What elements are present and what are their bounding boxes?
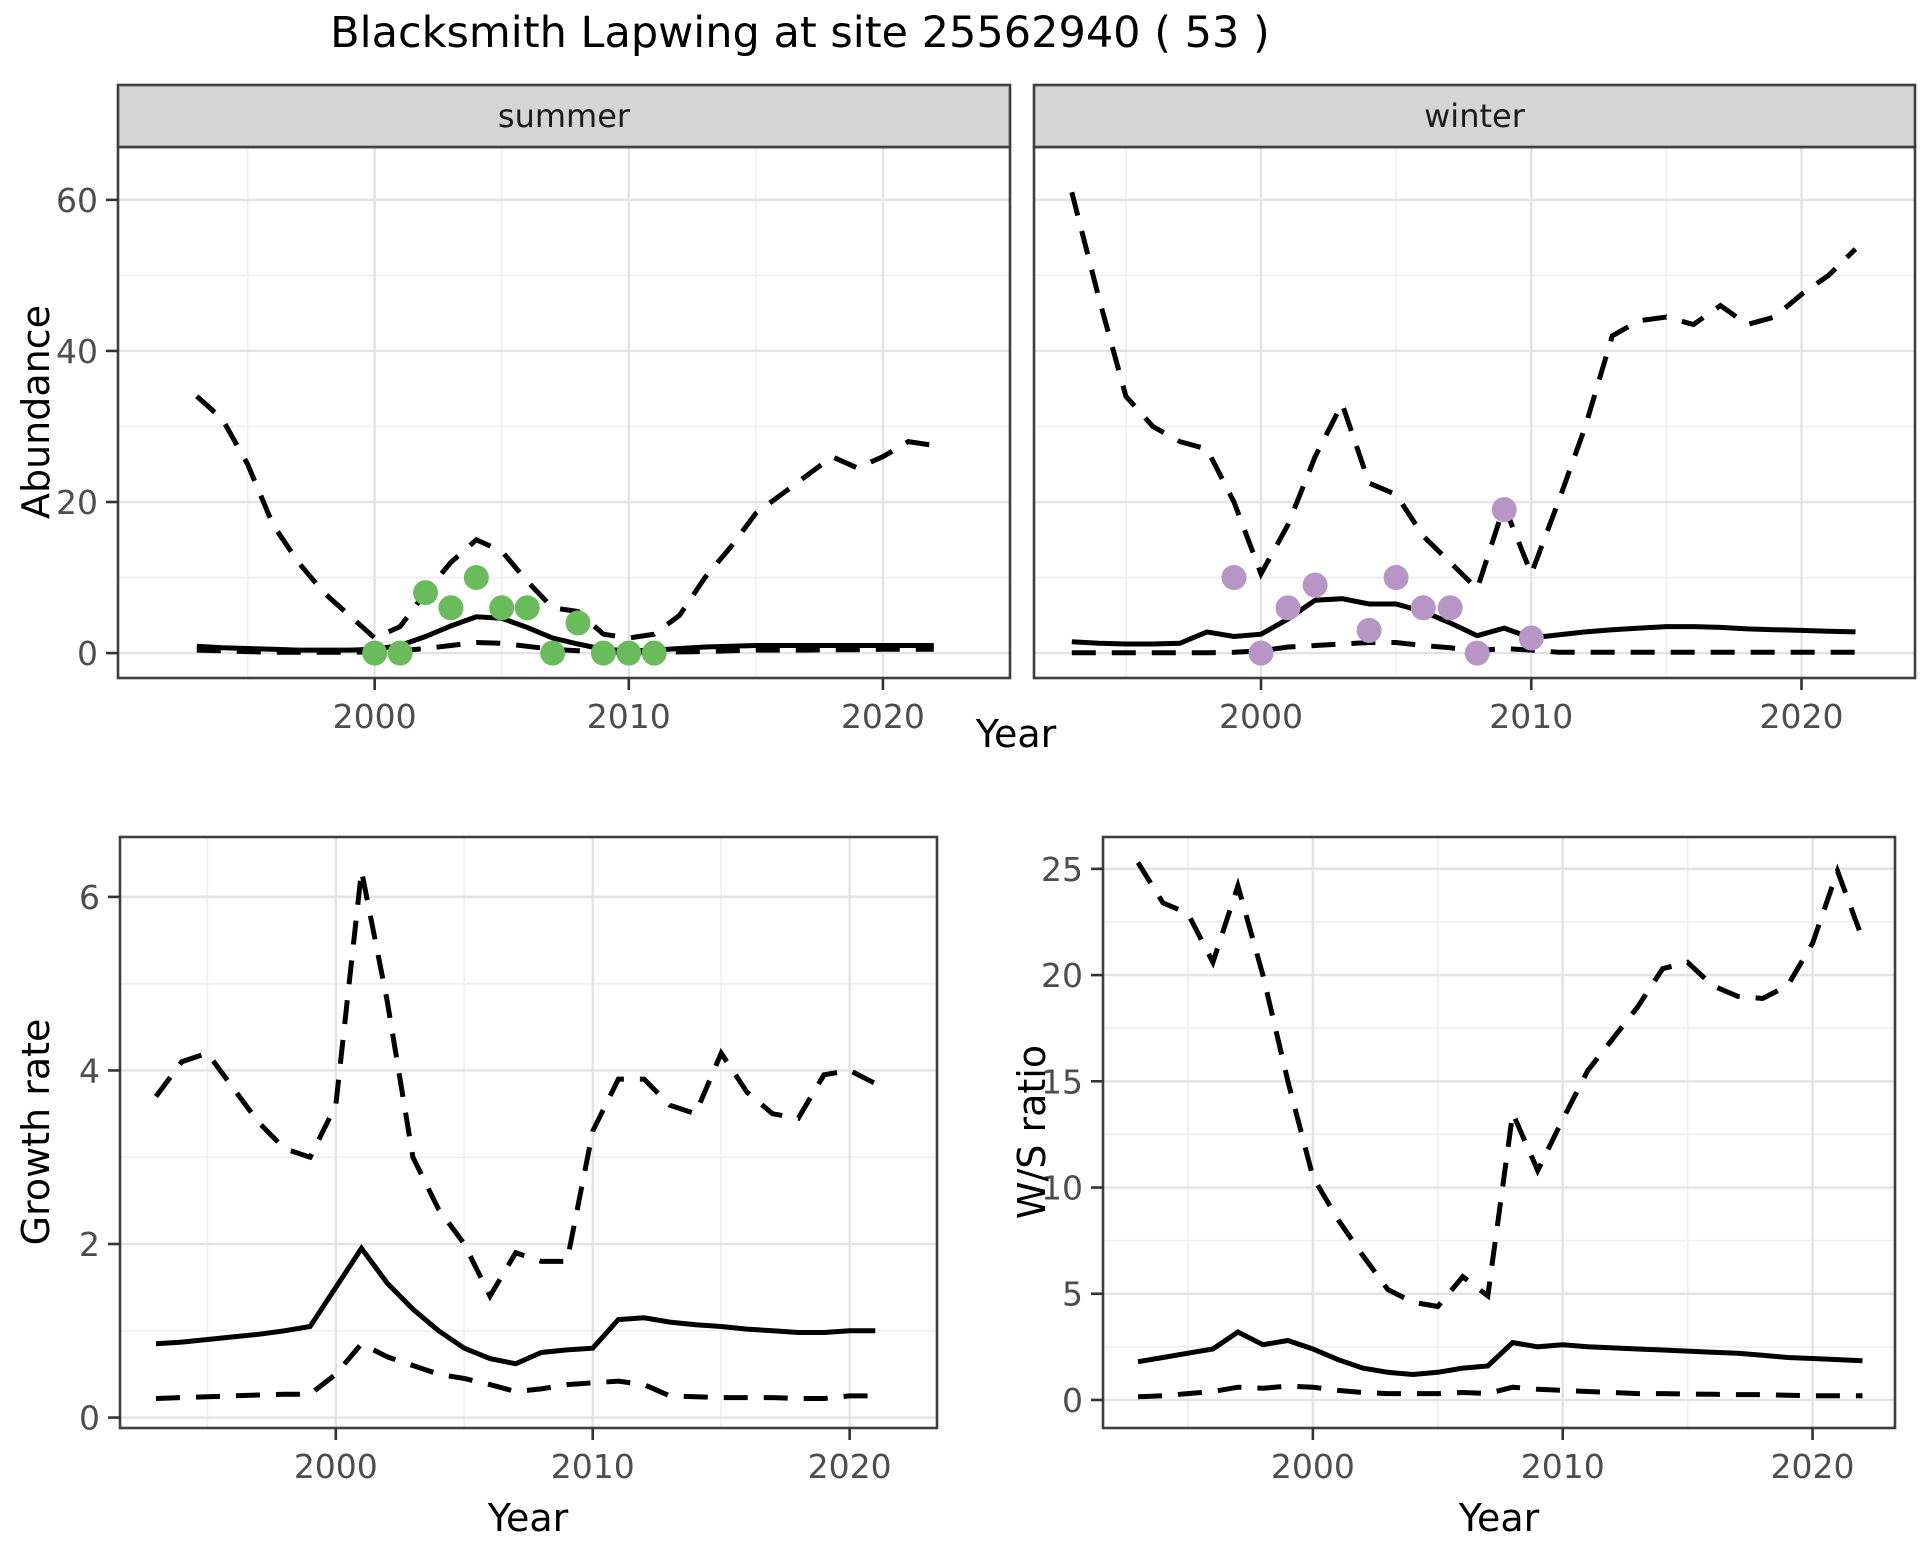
x-axis-title-year-bottom-left: Year bbox=[487, 1496, 569, 1540]
y-tick-label: 20 bbox=[1041, 956, 1083, 995]
x-tick-label: 2020 bbox=[1760, 697, 1844, 736]
x-axis-title-year-bottom-right: Year bbox=[1458, 1496, 1540, 1540]
x-tick-label: 2020 bbox=[1771, 1447, 1855, 1486]
abundance-winter-lower-ci-line bbox=[1071, 640, 1856, 656]
abundance-winter-upper-ci-line bbox=[1069, 191, 1858, 594]
growth-rate-panel bbox=[120, 837, 937, 1428]
abundance-summer-observed-count bbox=[489, 595, 515, 621]
growth-rate-estimate-line bbox=[155, 1244, 876, 1367]
y-tick-label: 60 bbox=[56, 181, 98, 220]
x-tick-label: 2000 bbox=[1219, 697, 1303, 736]
abundance-summer-observed-count bbox=[641, 640, 667, 666]
abundance-winter-observed-count bbox=[1383, 565, 1409, 590]
abundance-summer-observed-count bbox=[514, 595, 540, 621]
abundance-winter-observed-count bbox=[1518, 625, 1544, 651]
x-axis-title-year-top: Year bbox=[975, 712, 1057, 756]
abundance-winter-observed-count bbox=[1356, 617, 1382, 643]
abundance-summer-observed-count bbox=[438, 595, 464, 621]
abundance-winter-observed-count bbox=[1437, 595, 1463, 621]
y-tick-label: 2 bbox=[79, 1225, 100, 1264]
y-tick-label: 15 bbox=[1041, 1062, 1083, 1101]
abundance-winter-estimate-line bbox=[1071, 596, 1856, 647]
x-tick-label: 2000 bbox=[294, 1447, 378, 1486]
y-axis-title-ws-ratio: W/S ratio bbox=[1010, 1044, 1054, 1220]
abundance-summer-observed-count bbox=[413, 580, 438, 606]
x-tick-label: 2020 bbox=[808, 1447, 892, 1486]
facet-strip-summer bbox=[116, 83, 1012, 149]
y-tick-label: 0 bbox=[1062, 1381, 1083, 1420]
growth-rate-upper-ci-line bbox=[153, 870, 877, 1302]
x-tick-label: 2010 bbox=[1521, 1447, 1605, 1486]
x-tick-label: 2000 bbox=[1271, 1447, 1355, 1486]
y-tick-label: 5 bbox=[1062, 1275, 1083, 1314]
abundance-summer-observed-count bbox=[540, 640, 566, 666]
abundance-summer-panel bbox=[118, 147, 1010, 678]
growth-rate-panel-border bbox=[118, 835, 939, 1430]
ws-ratio-panel bbox=[1103, 837, 1895, 1428]
ws-ratio-estimate-line bbox=[1137, 1329, 1863, 1378]
y-tick-label: 20 bbox=[56, 483, 98, 522]
x-tick-label: 2000 bbox=[333, 697, 417, 736]
y-tick-label: 40 bbox=[56, 332, 98, 371]
y-axis-title-growth-rate: Growth rate bbox=[14, 1018, 58, 1246]
abundance-winter-observed-count bbox=[1248, 640, 1274, 666]
y-tick-label: 0 bbox=[77, 634, 98, 673]
x-tick-label: 2010 bbox=[1489, 697, 1573, 736]
abundance-summer-observed-count bbox=[362, 640, 388, 666]
abundance-winter-observed-count bbox=[1410, 595, 1436, 621]
y-tick-label: 0 bbox=[79, 1399, 100, 1438]
x-tick-label: 2010 bbox=[551, 1447, 635, 1486]
y-tick-label: 10 bbox=[1041, 1169, 1083, 1208]
abundance-winter-observed-count bbox=[1491, 497, 1517, 523]
abundance-summer-observed-count bbox=[616, 640, 642, 666]
y-tick-label: 6 bbox=[79, 878, 100, 917]
abundance-summer-upper-ci-line bbox=[195, 394, 935, 641]
facet-strip-label: winter bbox=[1424, 97, 1526, 135]
abundance-winter-panel bbox=[1034, 147, 1915, 678]
abundance-summer-observed-count bbox=[590, 640, 616, 666]
x-tick-label: 2020 bbox=[841, 697, 925, 736]
abundance-winter-observed-count bbox=[1302, 572, 1328, 598]
chart-title: Blacksmith Lapwing at site 25562940 ( 53… bbox=[330, 8, 1270, 58]
abundance-summer-observed-count bbox=[565, 610, 591, 636]
abundance-winter-observed-count bbox=[1464, 640, 1490, 666]
y-axis-title-abundance: Abundance bbox=[14, 304, 58, 520]
abundance-winter-observed-count bbox=[1221, 565, 1247, 590]
ws-ratio-panel-border bbox=[1101, 835, 1897, 1430]
ws-ratio-lower-ci-line bbox=[1137, 1383, 1863, 1400]
ws-ratio-upper-ci-line bbox=[1135, 861, 1865, 1310]
facet-strip-winter bbox=[1032, 83, 1917, 149]
y-tick-label: 25 bbox=[1041, 850, 1083, 889]
y-tick-label: 4 bbox=[79, 1051, 100, 1090]
abundance-summer-observed-count bbox=[463, 565, 489, 590]
abundance-summer-lower-ci-line bbox=[196, 639, 934, 655]
abundance-winter-observed-count bbox=[1275, 595, 1301, 621]
abundance-summer-observed-count bbox=[387, 640, 413, 666]
facet-strip-label: summer bbox=[498, 97, 631, 135]
x-tick-label: 2010 bbox=[587, 697, 671, 736]
